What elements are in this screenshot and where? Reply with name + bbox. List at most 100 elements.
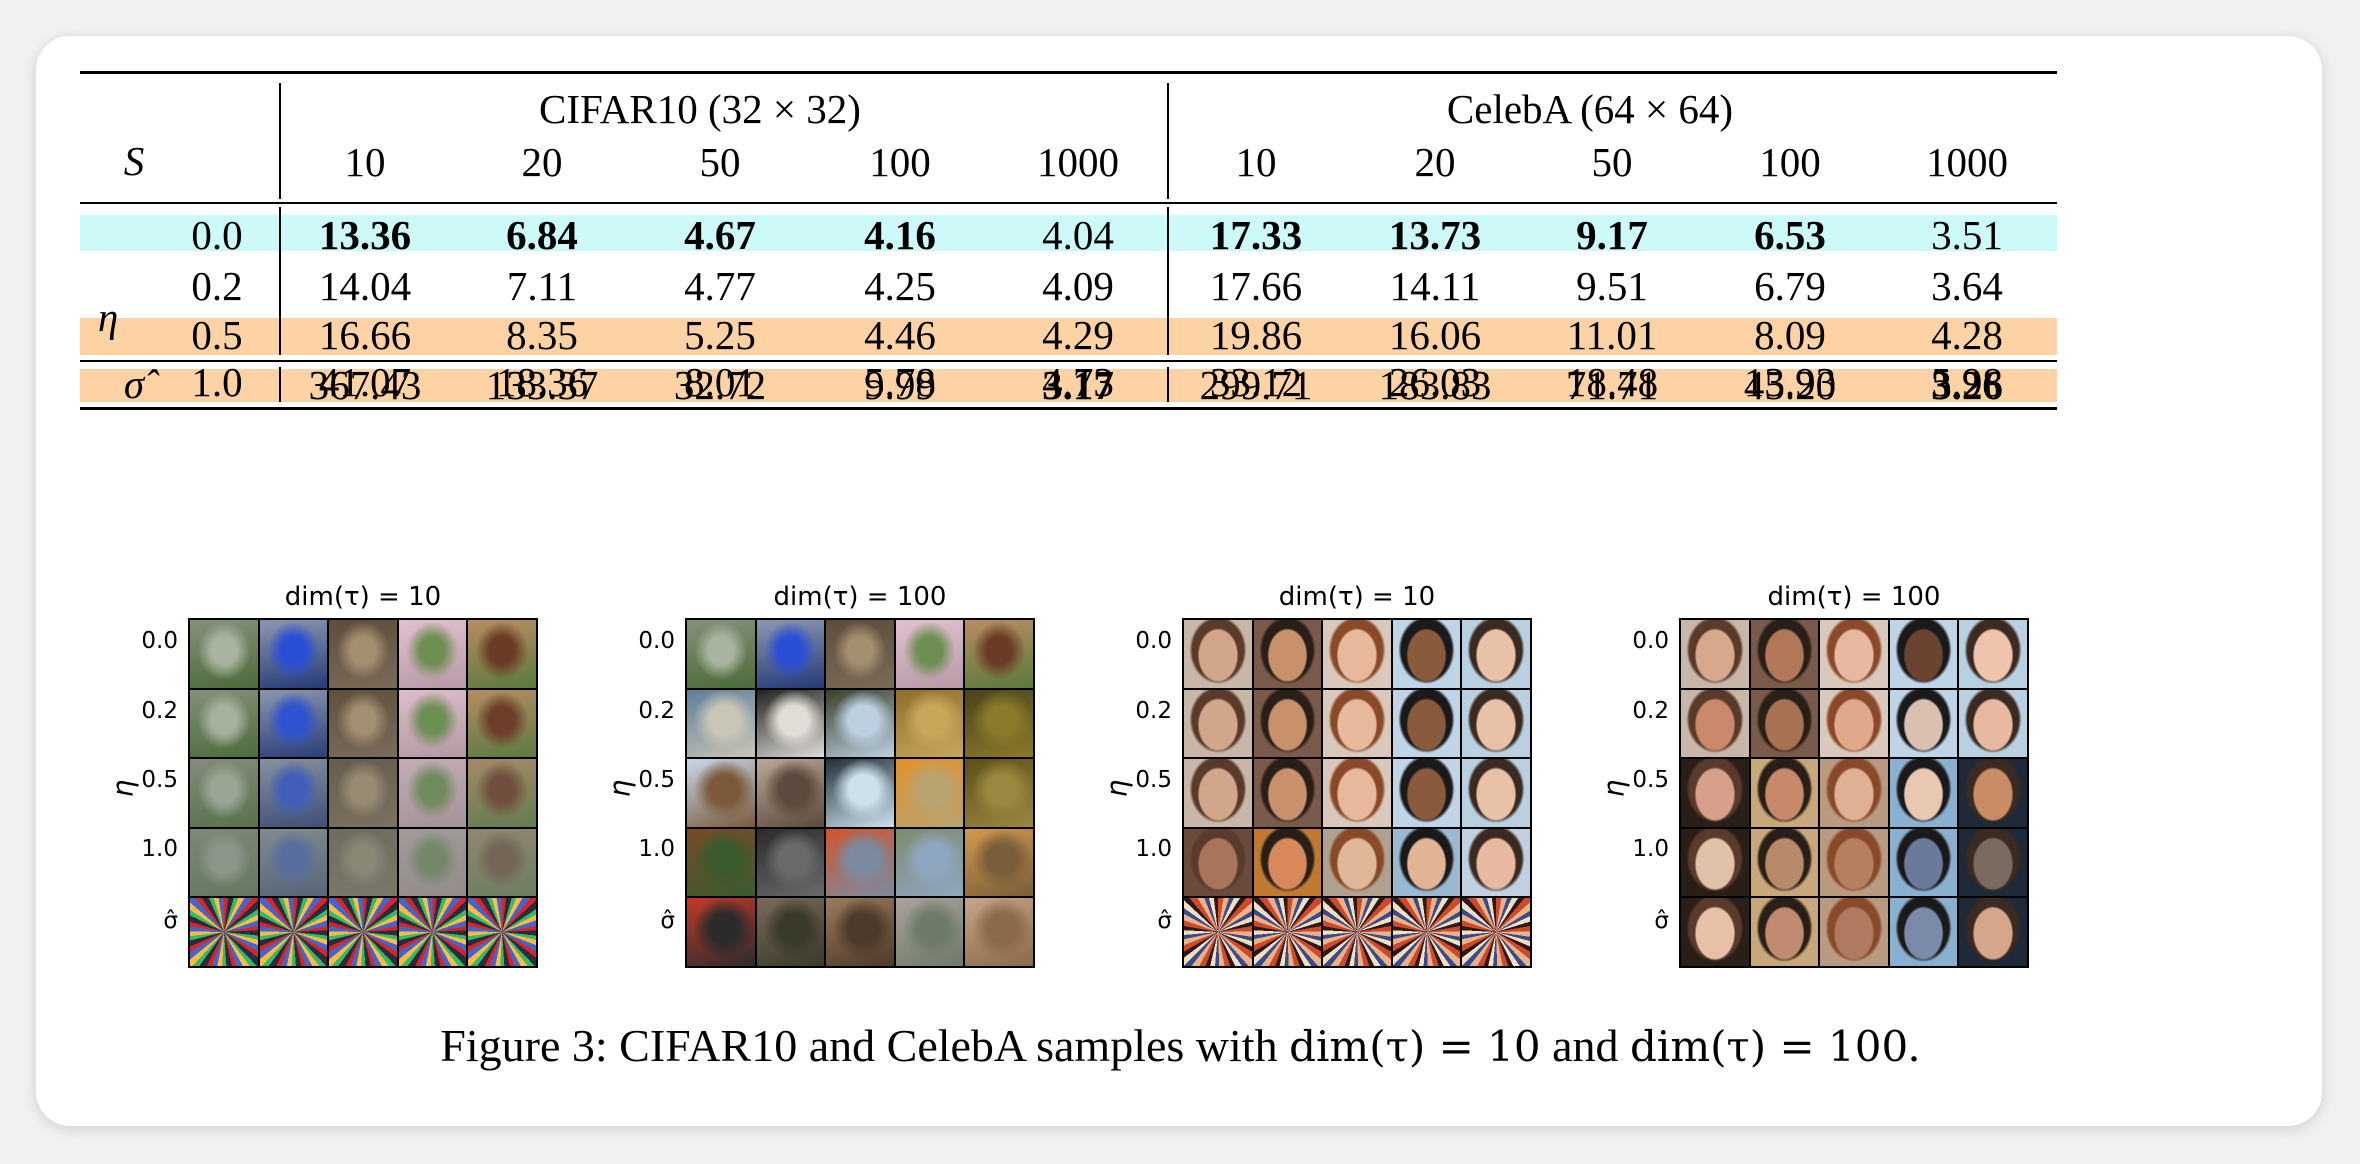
sample-image-tile [1820, 828, 1888, 897]
sample-image-tile [1253, 759, 1322, 827]
grid-row-label: 1.0 [1135, 836, 1172, 862]
sample-grid [685, 618, 1035, 968]
sample-image-tile [1959, 620, 2027, 688]
sample-image-tile [1253, 689, 1322, 758]
table-cell: 4.73 [1042, 359, 1114, 405]
sample-image-tile [1392, 898, 1461, 966]
table-cell: 14.11 [1389, 263, 1481, 309]
bottom-rule [80, 407, 2057, 410]
sample-image-tile [1959, 828, 2027, 897]
table-cell: 11.01 [1566, 312, 1658, 358]
sample-image-tile [1820, 898, 1888, 966]
sample-image-tile [190, 828, 258, 897]
vline-body-left [279, 207, 281, 355]
sample-image-tile [190, 759, 258, 827]
grid-row-label: 0.0 [638, 628, 675, 654]
eta-value-3: 1.0 [191, 359, 243, 405]
vline-header-mid [1167, 83, 1169, 199]
step-header-5: 10 [1235, 139, 1277, 185]
sample-image-tile [1750, 898, 1819, 966]
sample-image-tile [1681, 620, 1749, 688]
sample-image-tile [895, 689, 964, 758]
panel-title: dim(τ) = 100 [1767, 582, 1941, 612]
group-header-celeba: CelebA (64 × 64) [1446, 86, 1734, 132]
step-header-4: 1000 [1037, 139, 1119, 185]
sample-image-tile [756, 620, 825, 688]
sample-image-tile [895, 898, 964, 966]
sample-image-tile [1462, 759, 1530, 827]
step-header-6: 20 [1414, 139, 1456, 185]
step-header-2: 50 [699, 139, 741, 185]
sample-image-tile [329, 898, 397, 966]
sample-image-tile [1184, 828, 1252, 897]
sample-image-tile [1681, 689, 1749, 758]
sample-image-tile [1959, 689, 2027, 758]
sample-image-tile [687, 759, 755, 827]
sample-image-tile [1462, 689, 1530, 758]
eta-value-2: 0.5 [191, 312, 243, 358]
table-cell: 4.04 [1042, 212, 1114, 258]
sample-image-tile [1889, 689, 1958, 758]
group-header-cifar: CIFAR10 (32 × 32) [539, 86, 861, 132]
sample-image-tile [329, 620, 397, 688]
sample-image-tile [1750, 689, 1819, 758]
sample-image-tile [259, 689, 328, 758]
sample-image-tile [1750, 828, 1819, 897]
grid-row-label: σ̂ [163, 908, 178, 934]
grid-row-label: σ̂ [660, 908, 675, 934]
sample-image-tile [1889, 620, 1958, 688]
sample-image-tile [468, 689, 536, 758]
sigma-label: σ̂ [123, 361, 145, 407]
sample-image-tile [1889, 898, 1958, 966]
table-cell: 8.35 [506, 312, 578, 358]
grid-row-label: 0.0 [1632, 628, 1669, 654]
sample-grid [1679, 618, 2029, 968]
table-cell: 16.66 [318, 312, 412, 358]
panel-title: dim(τ) = 10 [284, 582, 442, 612]
sample-image-tile [1959, 898, 2027, 966]
eta-label: η [97, 294, 119, 340]
sample-image-tile [1820, 759, 1888, 827]
highlight-row-eta-1 [80, 318, 2057, 355]
grid-row-label: 1.0 [1632, 836, 1669, 862]
step-header-8: 100 [1759, 139, 1821, 185]
vline-header-left [279, 83, 281, 199]
table-cell: 16.06 [1388, 312, 1482, 358]
sample-image-tile [826, 759, 894, 827]
table-cell: 33.12 [1209, 359, 1303, 405]
table-cell: 6.53 [1754, 212, 1826, 258]
step-header-9: 1000 [1926, 139, 2008, 185]
sample-panel-cifar-0: dim(τ) = 10 0.0 0.2 0.5 1.0 σ̂ η [106, 580, 538, 980]
caption-math-1: dim(τ) = 10 [1289, 1022, 1541, 1071]
sample-image-tile [1184, 620, 1252, 688]
step-header-0: 10 [344, 139, 386, 185]
sample-image-tile [756, 689, 825, 758]
sample-image-tile [468, 828, 536, 897]
caption-suffix: . [1908, 1020, 1920, 1071]
sample-image-tile [329, 759, 397, 827]
sample-image-tile [1889, 828, 1958, 897]
sample-image-tile [259, 620, 328, 688]
sample-panel-cifar-1: dim(τ) = 100 0.0 0.2 0.5 1.0 σ̂ η [603, 580, 1035, 980]
sample-grid [1182, 618, 1532, 968]
table-cell: 17.33 [1209, 212, 1303, 258]
grid-row-label: 0.0 [141, 628, 178, 654]
grid-row-label: 0.0 [1135, 628, 1172, 654]
grid-row-label: 0.2 [141, 698, 178, 724]
sample-image-tile [687, 828, 755, 897]
header-rule [80, 202, 2057, 204]
grid-row-label: 1.0 [141, 836, 178, 862]
sigma-cell: 183.83 [1378, 362, 1492, 408]
table-cell: 4.25 [864, 263, 936, 309]
sample-image-tile [259, 828, 328, 897]
sample-image-tile [687, 689, 755, 758]
sample-image-tile [398, 898, 467, 966]
highlight-row-eta-0 [80, 215, 2057, 251]
sample-image-tile [468, 620, 536, 688]
sigma-cell: 367.43 [308, 362, 422, 408]
sample-image-tile [398, 759, 467, 827]
sample-image-tile [826, 689, 894, 758]
table-cell: 18.36 [495, 359, 589, 405]
sample-image-tile [1253, 828, 1322, 897]
grid-row-label: 0.5 [1135, 767, 1172, 793]
